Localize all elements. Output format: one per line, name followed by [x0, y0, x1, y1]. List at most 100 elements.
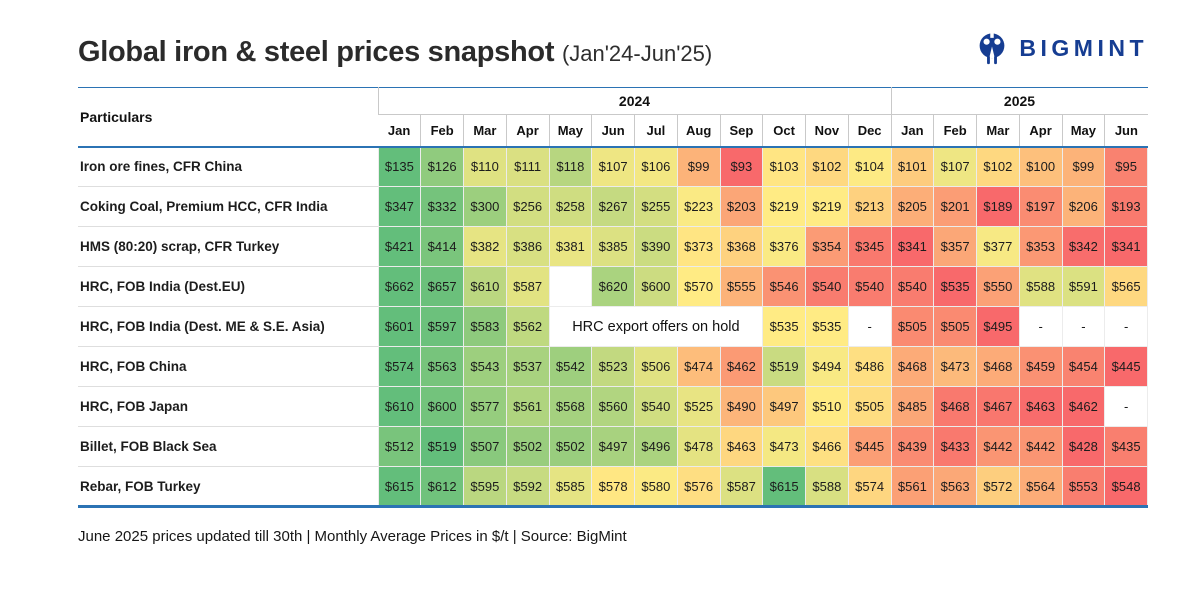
na-cell: - — [1104, 306, 1148, 347]
price-cell: $502 — [505, 426, 550, 467]
price-cell: $462 — [719, 346, 764, 387]
price-cell: $506 — [634, 346, 678, 387]
price-cell: $219 — [762, 186, 806, 227]
price-cell: $473 — [933, 346, 977, 387]
brand-name: BIGMINT — [1019, 34, 1148, 61]
price-cell: $332 — [420, 186, 464, 227]
table-body: Iron ore fines, CFR China $135 $126 $110 $11… — [78, 146, 1148, 508]
price-cell: $568 — [548, 386, 593, 427]
price-cell: $576 — [676, 466, 721, 508]
price-cell: $495 — [976, 306, 1020, 347]
price-cell: $553 — [1061, 466, 1106, 508]
na-cell: - — [1104, 386, 1148, 427]
price-cell: $540 — [634, 386, 678, 427]
month-header: Jun — [591, 114, 635, 148]
title-period: (Jan'24-Jun'25) — [561, 41, 713, 66]
price-cell: $466 — [805, 426, 849, 467]
price-cell: $354 — [805, 226, 849, 267]
price-cell: $463 — [719, 426, 764, 467]
price-cell: $574 — [377, 346, 422, 387]
price-cell: $615 — [377, 466, 422, 508]
price-cell: $341 — [890, 226, 935, 267]
price-cell: $353 — [1018, 226, 1063, 267]
price-cell: $525 — [676, 386, 721, 427]
price-cell: $99 — [1061, 146, 1106, 187]
row-label: HRC, FOB India (Dest. ME & S.E. Asia) — [78, 306, 378, 347]
price-cell: $490 — [719, 386, 764, 427]
bigmint-logo-icon — [980, 32, 1005, 65]
price-cell: $486 — [847, 346, 892, 387]
row-label: Coking Coal, Premium HCC, CFR India — [78, 186, 378, 227]
price-cell: $550 — [976, 266, 1020, 307]
price-cell: $421 — [377, 226, 422, 267]
price-cell: $428 — [1061, 426, 1106, 467]
page: Global iron & steel prices snapshot (Jan… — [78, 24, 1148, 545]
price-cell: $519 — [762, 346, 806, 387]
price-cell: $111 — [505, 146, 550, 187]
month-header: Jan — [890, 114, 934, 148]
price-cell: $615 — [762, 466, 806, 508]
price-cell: $497 — [762, 386, 806, 427]
price-cell: $445 — [847, 426, 892, 467]
price-cell: $459 — [1018, 346, 1063, 387]
row-label: HRC, FOB India (Dest.EU) — [78, 266, 378, 307]
page-title: Global iron & steel prices snapshot (Jan… — [78, 36, 712, 69]
price-cell: $357 — [933, 226, 977, 267]
price-cell: $341 — [1104, 226, 1148, 267]
month-header-row: Jan Feb Mar Apr May Jun Jul Aug Sep Oct Nov Dec Jan F… — [78, 114, 1148, 148]
price-cell: $570 — [676, 266, 721, 307]
price-cell: $496 — [634, 426, 678, 467]
header-bar: Global iron & steel prices snapshot (Jan… — [78, 24, 1148, 69]
price-cell: $376 — [762, 226, 806, 267]
table-row: Iron ore fines, CFR China $135 $126 $110 $11… — [78, 146, 1148, 187]
price-cell: $563 — [420, 346, 464, 387]
price-cell: $601 — [377, 306, 422, 347]
price-cell: $564 — [1018, 466, 1063, 508]
price-cell: $462 — [1061, 386, 1106, 427]
month-header: Nov — [805, 114, 849, 148]
price-cell: $385 — [591, 226, 635, 267]
price-cell: $610 — [463, 266, 507, 307]
year-header: 2025 — [890, 87, 1148, 115]
price-cell: $588 — [1018, 266, 1063, 307]
price-cell: $213 — [847, 186, 892, 227]
price-cell: $93 — [719, 146, 764, 187]
price-cell: $585 — [548, 466, 593, 508]
price-cell: $478 — [676, 426, 721, 467]
price-cell: $95 — [1104, 146, 1148, 187]
month-header: Apr — [505, 114, 549, 148]
price-cell: $507 — [463, 426, 507, 467]
price-cell: $540 — [805, 266, 849, 307]
price-cell: $107 — [591, 146, 635, 187]
price-cell: $505 — [933, 306, 977, 347]
price-cell: $543 — [463, 346, 507, 387]
price-cell: $595 — [463, 466, 507, 508]
month-header: May — [548, 114, 592, 148]
price-cell: $497 — [591, 426, 635, 467]
price-cell: $587 — [505, 266, 550, 307]
price-cell: $474 — [676, 346, 721, 387]
month-header: Feb — [420, 114, 464, 148]
price-cell: $203 — [719, 186, 764, 227]
price-cell: $267 — [591, 186, 635, 227]
price-cell: $562 — [505, 306, 550, 347]
table-row: Billet, FOB Black Sea $512 $519 $507 $502 $50… — [78, 426, 1148, 467]
price-cell: $587 — [719, 466, 764, 508]
month-header: May — [1061, 114, 1105, 148]
price-cell: $442 — [1018, 426, 1063, 467]
price-cell: $555 — [719, 266, 764, 307]
price-cell: $535 — [762, 306, 806, 347]
price-cell: $255 — [634, 186, 678, 227]
table-row: Coking Coal, Premium HCC, CFR India $347 $… — [78, 186, 1148, 227]
table-row: HRC, FOB Japan $610 $600 $577 $561 $568 $560 $5… — [78, 386, 1148, 427]
price-cell: $580 — [634, 466, 678, 508]
price-cell: $657 — [420, 266, 464, 307]
price-cell: $381 — [548, 226, 593, 267]
price-cell: $583 — [463, 306, 507, 347]
price-cell: $572 — [976, 466, 1020, 508]
price-cell: $454 — [1061, 346, 1106, 387]
table-row: Rebar, FOB Turkey $615 $612 $595 $592 $585 $57… — [78, 466, 1148, 508]
price-cell: $565 — [1104, 266, 1148, 307]
price-cell: $197 — [1018, 186, 1063, 227]
price-cell: $542 — [548, 346, 593, 387]
